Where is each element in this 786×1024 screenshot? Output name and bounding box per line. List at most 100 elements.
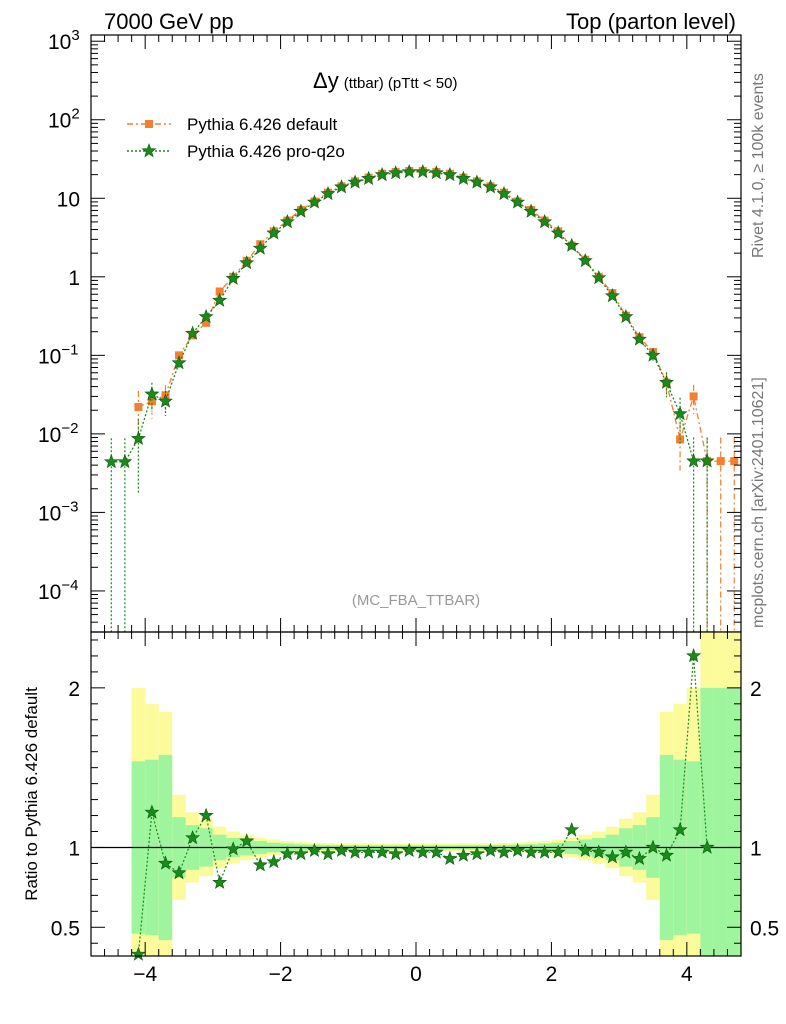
ratio-point <box>130 946 146 961</box>
data-point <box>591 270 607 285</box>
data-point <box>215 287 224 296</box>
y-tick-label: 1 <box>68 267 80 290</box>
ratio-point <box>523 844 539 859</box>
x-axis: −4 −2 0 2 4 <box>104 632 728 986</box>
y-tick-label: 10−1 <box>38 341 78 368</box>
data-point <box>157 393 173 408</box>
header-left: 7000 GeV pp <box>104 9 234 34</box>
data-point <box>147 397 156 406</box>
legend: Pythia 6.426 default Pythia 6.426 pro-q2… <box>127 115 345 161</box>
data-point <box>496 185 512 201</box>
data-point <box>455 170 471 185</box>
ratio-point <box>618 844 634 859</box>
legend-marker-default <box>145 120 153 128</box>
data-point <box>618 308 634 324</box>
y-tick-label: 10−4 <box>38 577 78 604</box>
data-point <box>388 165 404 180</box>
plot-title: Δy (ttbar) (pTtt < 50) <box>313 68 458 93</box>
ratio-point <box>388 846 404 861</box>
ratio-point <box>347 844 363 859</box>
ratio-point <box>334 842 350 857</box>
ratio-point <box>198 807 214 822</box>
ratio-point <box>361 844 377 859</box>
y-tick-label: 103 <box>48 27 80 54</box>
main-panel: 10−4 10−3 10−2 10−1 1 10 102 103 Δy (ttbar) (pTt… <box>38 27 742 633</box>
ratio-point <box>252 857 268 872</box>
header-right: Top (parton level) <box>566 9 736 34</box>
y-tick-label: 10−3 <box>38 498 78 525</box>
data-point <box>428 165 444 180</box>
data-point <box>415 164 431 179</box>
data-point <box>103 454 119 469</box>
ratio-tick-label-right: 1 <box>750 837 762 860</box>
data-point <box>117 454 133 469</box>
data-point <box>279 214 295 229</box>
ratio-point <box>171 865 187 880</box>
ratio-frame <box>90 631 742 957</box>
series-proq2o <box>103 164 715 632</box>
data-point <box>469 174 485 189</box>
data-point <box>537 214 553 229</box>
legend-marker-proq2o <box>141 143 157 158</box>
series-line <box>111 171 708 463</box>
legend-label-default: Pythia 6.426 default <box>187 115 338 134</box>
data-point <box>252 240 268 255</box>
data-point <box>716 457 725 466</box>
ratio-tick-label: 0.5 <box>51 917 80 940</box>
series-line <box>138 170 735 462</box>
data-point <box>306 194 322 209</box>
ratio-tick-label-right: 0.5 <box>750 917 779 940</box>
data-point <box>361 170 377 185</box>
series-default <box>134 166 739 632</box>
data-point <box>239 255 255 270</box>
legend-entry-default: Pythia 6.426 default <box>127 115 338 134</box>
data-point <box>225 270 241 285</box>
ratio-point <box>442 850 458 865</box>
ratio-tick-label: 1 <box>68 837 80 860</box>
data-point <box>374 166 390 182</box>
x-tick-label: 0 <box>410 963 422 986</box>
ratio-point <box>157 855 173 870</box>
ratio-point <box>631 850 647 865</box>
ratio-point <box>686 648 702 663</box>
y-tick-label: 102 <box>48 106 80 133</box>
ratio-plot-content <box>91 632 741 961</box>
ratio-point <box>699 839 715 854</box>
ratio-point <box>239 833 255 848</box>
data-point <box>442 166 458 182</box>
data-point <box>689 392 698 401</box>
data-point <box>334 179 350 194</box>
main-plot-content <box>103 164 739 632</box>
ratio-point <box>293 846 309 861</box>
ratio-tick-label: 2 <box>68 678 80 701</box>
main-y-axis: 10−4 10−3 10−2 10−1 1 10 102 103 <box>38 27 741 633</box>
analysis-watermark: (MC_FBA_TTBAR) <box>352 592 480 609</box>
legend-label-proq2o: Pythia 6.426 pro-q2o <box>187 142 345 161</box>
data-point <box>198 308 214 324</box>
data-point <box>631 331 647 346</box>
ratio-point <box>225 841 241 856</box>
ratio-point <box>659 847 675 862</box>
data-point <box>686 453 702 468</box>
data-point <box>134 402 143 411</box>
y-tick-label: 10 <box>57 188 80 211</box>
ratio-point <box>564 822 580 837</box>
data-point <box>604 288 620 303</box>
ratio-point <box>279 846 295 861</box>
data-point <box>659 374 675 389</box>
ratio-point <box>577 842 593 857</box>
ratio-point <box>320 846 336 861</box>
data-point <box>320 185 336 201</box>
data-point <box>171 355 187 370</box>
ratio-tick-label-right: 2 <box>750 678 762 701</box>
ratio-point <box>401 842 417 857</box>
ratio-point <box>591 844 607 859</box>
x-tick-label: −2 <box>269 963 293 986</box>
data-point <box>293 203 309 218</box>
data-point <box>212 292 228 307</box>
rivet-label: Rivet 4.1.0, ≥ 100k events <box>750 73 767 258</box>
ratio-point <box>374 844 390 859</box>
x-tick-label: −4 <box>133 963 157 986</box>
data-point <box>130 430 146 445</box>
data-point <box>266 225 282 240</box>
